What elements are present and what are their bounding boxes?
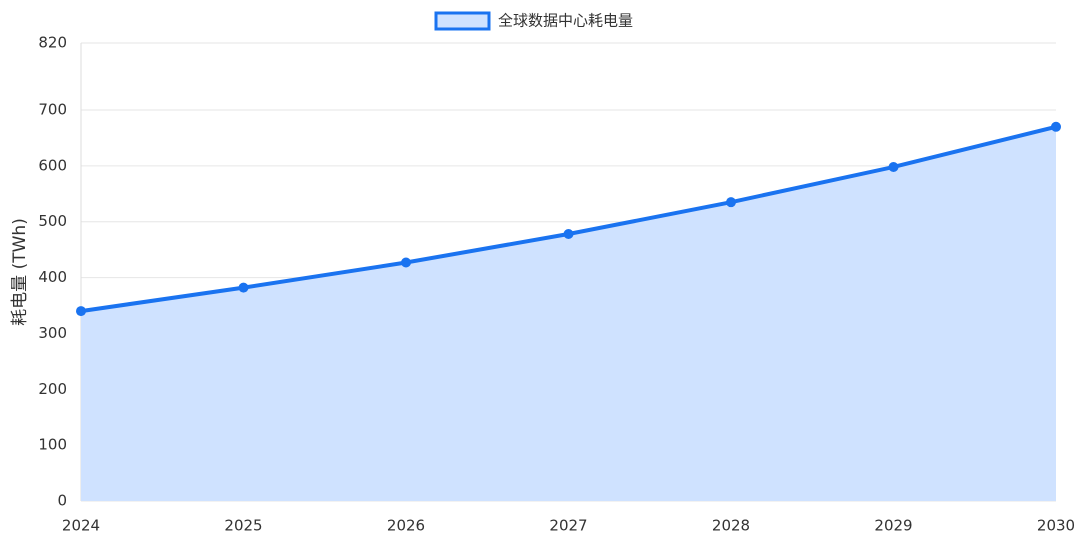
x-tick-label: 2027 (549, 517, 587, 535)
y-tick-label: 300 (38, 324, 67, 342)
y-tick-label: 500 (38, 212, 67, 230)
y-tick-label: 400 (38, 268, 67, 286)
y-tick-label: 700 (38, 101, 67, 119)
area-fill (81, 126, 1056, 501)
legend-swatch[interactable] (434, 11, 491, 31)
point (76, 306, 86, 317)
x-tick-label: 2028 (712, 517, 750, 535)
point (238, 282, 249, 293)
y-tick-label: 0 (57, 492, 67, 510)
point (726, 197, 736, 208)
y-axis-title: 耗电量 (TWh) (10, 218, 30, 326)
point (888, 161, 899, 172)
x-tick-label: 2030 (1037, 517, 1075, 535)
y-tick-label: 820 (38, 34, 67, 52)
x-tick-label: 2026 (387, 517, 425, 535)
point (1051, 121, 1061, 132)
x-tick-label: 2024 (62, 517, 100, 535)
legend-label[interactable]: 全球数据中心耗电量 (498, 12, 633, 30)
x-tick-label: 2025 (224, 517, 262, 535)
y-tick-label: 200 (38, 380, 67, 398)
point (401, 257, 411, 268)
y-tick-label: 100 (38, 436, 67, 454)
x-tick-label: 2029 (874, 517, 912, 535)
point (563, 229, 574, 240)
y-tick-label: 600 (38, 156, 67, 174)
